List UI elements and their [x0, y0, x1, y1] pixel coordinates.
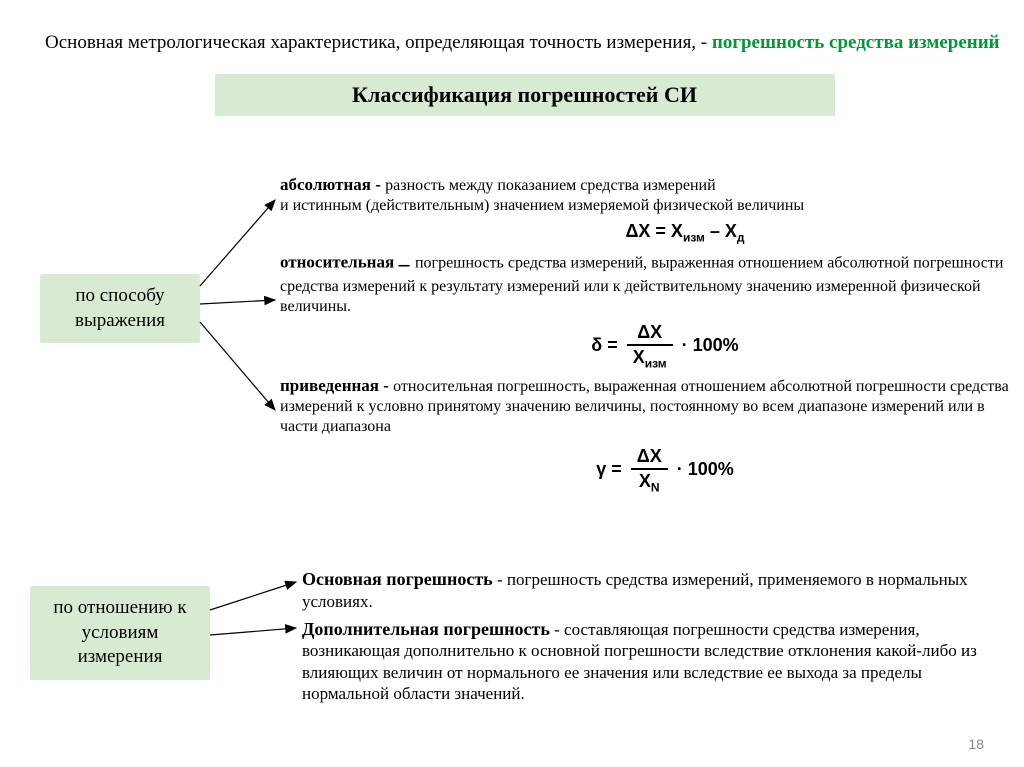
relative-block: относительная – погрешность средства изм… [280, 250, 1010, 372]
additional-error-block: Дополнительная погрешность - составляюща… [302, 618, 982, 704]
reduced-block: приведенная - относительная погрешность,… [280, 375, 1010, 495]
main-term: Основная погрешность [302, 569, 493, 589]
cat1-line2: выражения [75, 310, 165, 331]
abs-term: абсолютная - [280, 175, 385, 194]
cat2-line2: условиям [82, 622, 159, 643]
add-term: Дополнительная погрешность [302, 619, 550, 639]
rel-term: относительная [280, 252, 398, 271]
cat2-line1: по отношению к [53, 597, 186, 618]
rel-dash: – [398, 251, 415, 276]
section-title: Классификация погрешностей СИ [215, 74, 835, 116]
cat2-content: Основная погрешность - погрешность средс… [302, 568, 982, 704]
abs-desc2: и истинным (действительным) значением из… [280, 197, 804, 214]
cat1-line1: по способу [75, 285, 164, 306]
abs-desc1: разность между показанием средства измер… [385, 177, 716, 194]
category-box-expression: по способу выражения [40, 274, 200, 343]
cat1-content: абсолютная - разность между показанием с… [280, 174, 1010, 499]
rel-formula: δ = ΔХХизм · 100% [320, 321, 1010, 371]
intro-text: Основная метрологическая характеристика,… [45, 30, 1004, 56]
abs-formula: ΔХ = Хизм – Хд [360, 220, 1010, 246]
red-term: приведенная - [280, 376, 393, 395]
absolute-block: абсолютная - разность между показанием с… [280, 174, 1010, 246]
red-formula: γ = ΔХХN · 100% [320, 445, 1010, 495]
main-error-block: Основная погрешность - погрешность средс… [302, 568, 982, 612]
cat2-line3: измерения [78, 646, 163, 667]
page-number: 18 [968, 736, 984, 752]
intro-highlight: погрешность средства измерений [712, 32, 1000, 53]
category-box-conditions: по отношению к условиям измерения [30, 586, 210, 680]
intro-plain: Основная метрологическая характеристика,… [45, 32, 712, 53]
